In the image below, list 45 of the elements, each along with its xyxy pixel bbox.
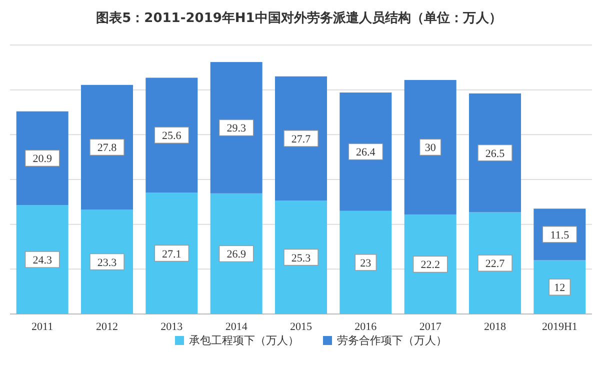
bar <box>81 84 133 210</box>
data-label: 22.7 <box>485 258 506 270</box>
data-label: 26.4 <box>356 146 376 159</box>
data-label: 12 <box>554 282 566 294</box>
data-label: 29.3 <box>226 122 246 135</box>
data-label: 20.9 <box>32 153 52 166</box>
data-label: 26.5 <box>485 148 506 160</box>
bar <box>16 205 68 314</box>
data-label: 24.3 <box>32 254 52 267</box>
bar <box>469 93 521 212</box>
legend-label: 承包工程项下（万人） <box>189 334 299 347</box>
data-label: 23 <box>360 257 372 270</box>
x-tick-label: 2017 <box>419 321 442 333</box>
x-tick-label: 2018 <box>484 321 506 333</box>
bar <box>146 78 198 192</box>
x-tick-label: 2011 <box>32 321 54 333</box>
bar <box>275 76 327 201</box>
data-label: 27.8 <box>97 142 118 154</box>
x-tick-label: 2014 <box>225 321 248 333</box>
bar <box>81 210 133 314</box>
data-label: 25.3 <box>291 252 312 264</box>
bar <box>404 214 456 314</box>
chart-title: 图表5：2011-2019年H1中国对外劳务派遣人员结构（单位：万人） <box>96 10 502 26</box>
x-tick-label: 2012 <box>96 321 118 333</box>
data-label: 27.1 <box>162 248 182 260</box>
x-tick-label: 2013 <box>160 321 184 333</box>
data-label: 27.7 <box>291 133 312 146</box>
data-label: 22.2 <box>420 259 440 272</box>
data-label: 26.9 <box>226 248 246 261</box>
bar <box>404 80 456 214</box>
bar <box>340 92 392 211</box>
bar <box>210 193 262 314</box>
bar <box>146 192 198 314</box>
data-label: 23.3 <box>97 256 118 269</box>
legend-label: 劳务合作项下（万人） <box>337 334 447 347</box>
bar <box>210 62 262 194</box>
x-tick-label: 2015 <box>290 321 312 333</box>
bar <box>340 210 392 314</box>
data-label: 30 <box>424 142 436 154</box>
bar <box>275 200 327 314</box>
data-label: 25.6 <box>162 130 182 142</box>
data-label: 11.5 <box>550 229 570 242</box>
bar <box>469 212 521 314</box>
x-tick-label: 2016 <box>354 321 378 333</box>
x-tick-label: 2019H1 <box>542 321 578 333</box>
